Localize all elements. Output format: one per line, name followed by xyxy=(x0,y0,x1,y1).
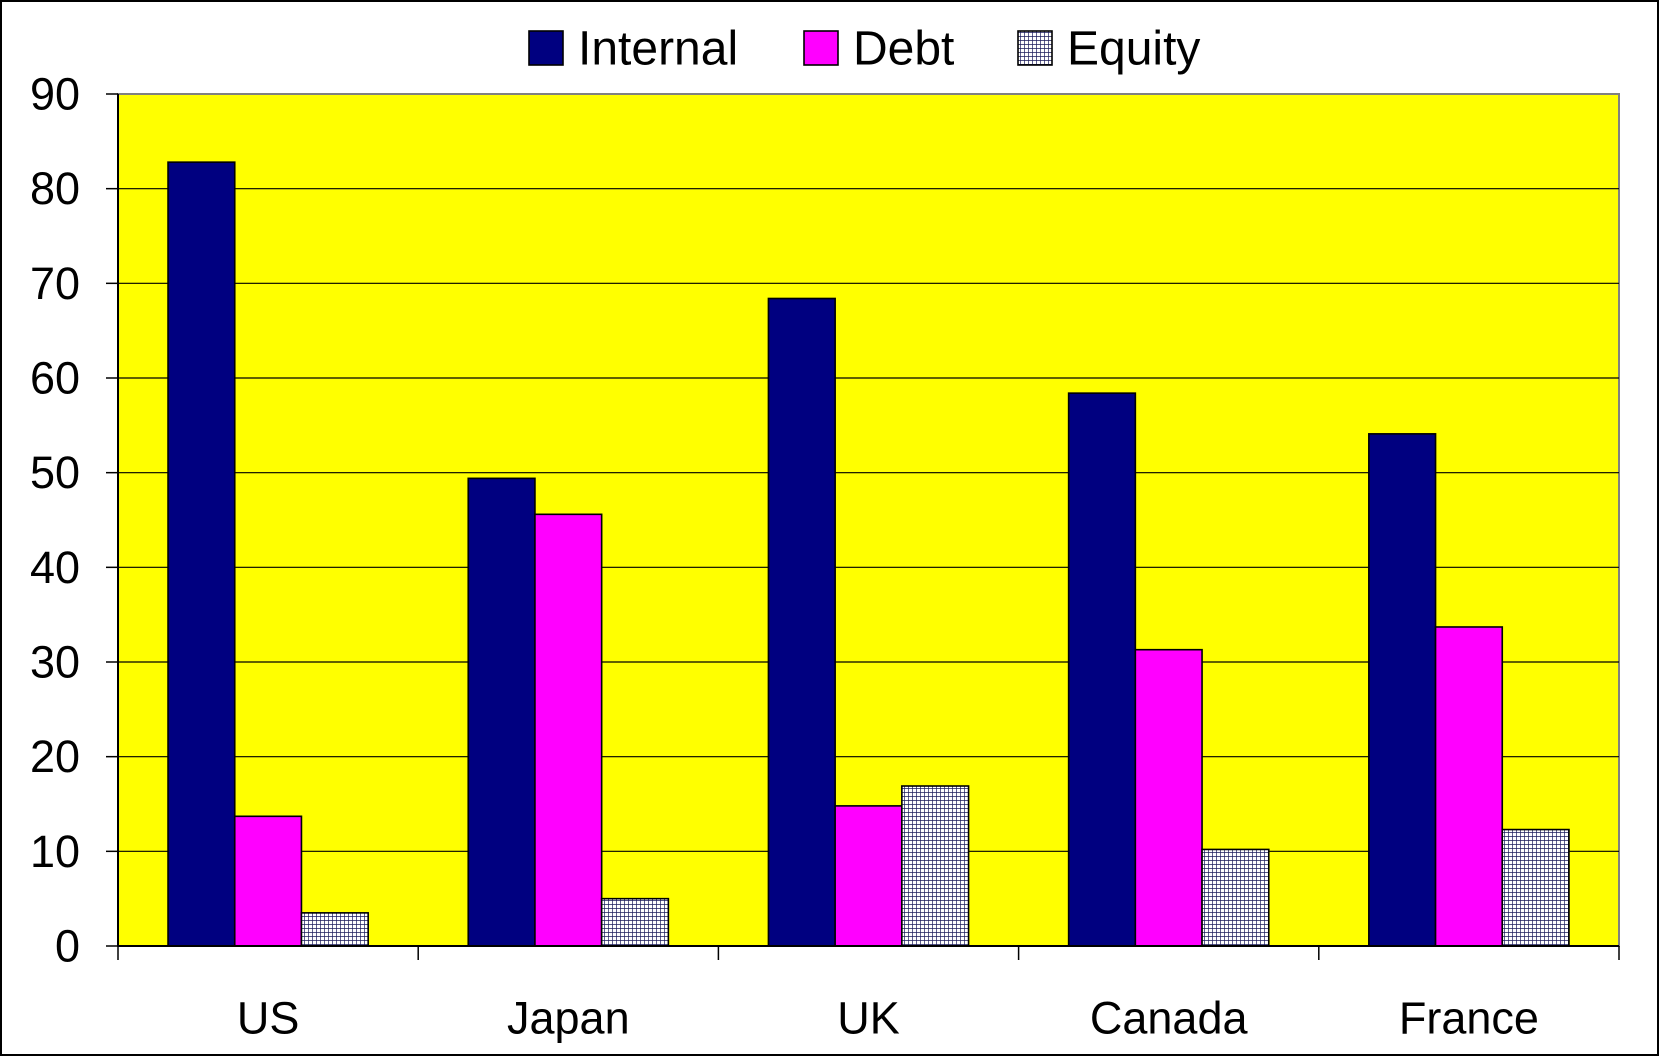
y-tick-label: 80 xyxy=(30,163,80,214)
x-tick-label: France xyxy=(1399,993,1539,1044)
bar-debt-canada xyxy=(1134,648,1203,947)
y-tick-label: 10 xyxy=(30,826,80,877)
bar-equity-canada xyxy=(1201,848,1270,947)
legend-label-equity: Equity xyxy=(1067,23,1200,76)
bar-debt-us xyxy=(233,815,303,947)
bar-equity-france xyxy=(1501,828,1570,947)
bar-internal-us xyxy=(167,161,236,947)
y-tick-label: 0 xyxy=(55,921,80,972)
legend-item-debt: Debt xyxy=(803,23,954,76)
legend-swatch-debt xyxy=(803,30,839,66)
y-tick-label: 70 xyxy=(30,258,80,309)
y-tick-label: 50 xyxy=(30,447,80,498)
legend-label-internal: Internal xyxy=(578,23,738,76)
x-tick-label: UK xyxy=(837,993,900,1044)
legend-label-debt: Debt xyxy=(853,23,954,76)
bar-internal-japan xyxy=(467,477,536,947)
x-tick-label: Japan xyxy=(507,993,630,1044)
y-tick-label: 20 xyxy=(30,731,80,782)
y-tick-label: 90 xyxy=(30,69,80,120)
legend-item-equity: Equity xyxy=(1017,23,1200,76)
bar-equity-japan xyxy=(600,897,670,947)
bar-internal-uk xyxy=(767,297,836,947)
bar-debt-japan xyxy=(534,513,603,947)
bar-debt-france xyxy=(1434,626,1504,947)
legend-swatch-equity xyxy=(1017,30,1053,66)
bar-equity-us xyxy=(300,912,369,947)
bar-debt-uk xyxy=(834,805,903,947)
legend-swatch-internal xyxy=(528,30,564,66)
x-tick-label: US xyxy=(237,993,300,1044)
y-tick-label: 30 xyxy=(30,637,80,688)
legend-item-internal: Internal xyxy=(528,23,738,76)
y-tick-label: 40 xyxy=(30,542,80,593)
bar-equity-uk xyxy=(901,785,970,947)
bar-internal-france xyxy=(1368,433,1437,947)
bar-internal-canada xyxy=(1067,392,1137,947)
x-tick-label: Canada xyxy=(1090,993,1249,1044)
y-tick-label: 60 xyxy=(30,353,80,404)
